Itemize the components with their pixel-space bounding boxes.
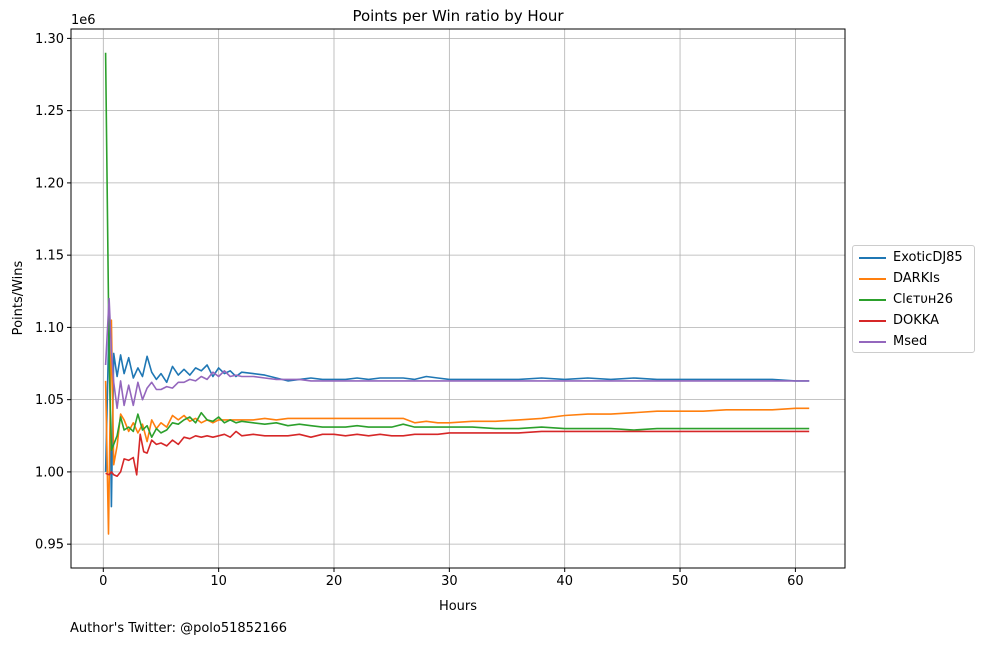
y-tick-label: 1.30 — [35, 32, 64, 47]
series-line-exoticdj85 — [104, 319, 810, 508]
y-tick-label: 1.20 — [35, 176, 64, 191]
x-tick-label: 0 — [99, 574, 107, 589]
x-tick-label: 50 — [672, 574, 689, 589]
y-axis-multiplier: 1e6 — [71, 13, 96, 28]
y-tick-label: 1.25 — [35, 104, 64, 119]
legend-item: Clєтυн26 — [853, 290, 974, 310]
x-axis-label: Hours — [439, 599, 477, 614]
legend-swatch — [859, 341, 886, 343]
x-tick-label: 30 — [441, 574, 458, 589]
y-tick-label: 1.15 — [35, 249, 64, 264]
y-tick-label: 1.05 — [35, 393, 64, 408]
legend-label: Msed — [893, 334, 928, 349]
chart-title: Points per Win ratio by Hour — [352, 7, 564, 25]
x-tick-label: 10 — [210, 574, 227, 589]
series-line-darkis — [104, 319, 810, 535]
series-line-dokka — [105, 430, 810, 478]
series-line-cl-26 — [104, 52, 810, 452]
legend-label: ExoticDJ85 — [893, 250, 963, 265]
y-tick-label: 0.95 — [35, 538, 64, 553]
legend-swatch — [859, 278, 886, 280]
plot-frame — [70, 28, 846, 569]
footnote: Author's Twitter: @polo51852166 — [70, 621, 288, 636]
x-tick-label: 60 — [787, 574, 804, 589]
y-tick-label: 1.10 — [35, 321, 64, 336]
legend-swatch — [859, 320, 886, 322]
x-tick-label: 20 — [326, 574, 343, 589]
grid — [71, 29, 845, 568]
legend-label: DOKKA — [893, 313, 939, 328]
x-tick-label: 40 — [556, 574, 573, 589]
y-tick-label: 1.00 — [35, 465, 64, 480]
legend: ExoticDJ85 DARKIs Clєтυн26 DOKKA Msed — [852, 245, 975, 353]
legend-item: DARKIs — [853, 269, 974, 289]
legend-item: DOKKA — [853, 311, 974, 331]
series-line-msed — [104, 297, 810, 410]
legend-item: ExoticDJ85 — [853, 248, 974, 268]
legend-swatch — [859, 257, 886, 259]
legend-swatch — [859, 299, 886, 301]
ticks: 0 10 20 30 40 50 60 0.95 1.00 1.05 1.10 1.15 1.20 1.2… — [35, 32, 804, 589]
series-lines — [104, 52, 810, 535]
legend-label: Clєтυн26 — [893, 292, 953, 307]
y-axis-label: Points/Wins — [11, 260, 26, 335]
legend-item: Msed — [853, 332, 974, 352]
legend-label: DARKIs — [893, 271, 940, 286]
